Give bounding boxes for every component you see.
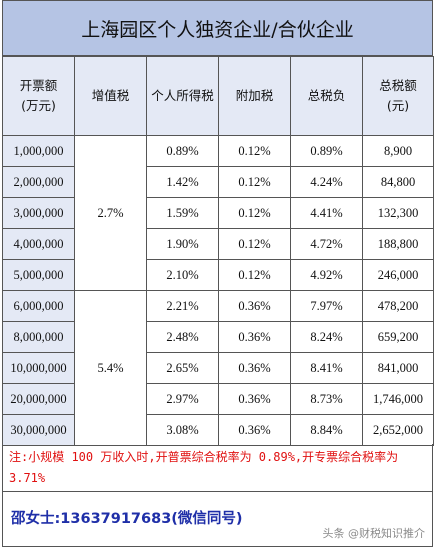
revenue-cell: 6,000,000: [2, 290, 75, 322]
total-tax-cell: 188,800: [362, 228, 434, 260]
total-burden-cell: 8.84%: [290, 414, 363, 446]
header-total-tax: 总税额 (元): [362, 56, 434, 136]
table-row: 1,000,000 2.7% 0.89% 0.12% 0.89% 8,900: [2, 135, 434, 291]
table-title: 上海园区个人独资企业/合伙企业: [2, 0, 433, 56]
total-tax-cell: 659,200: [362, 321, 434, 353]
income-tax-cell: 2.97%: [146, 383, 219, 415]
total-burden-cell: 4.41%: [290, 197, 363, 229]
income-tax-cell: 2.48%: [146, 321, 219, 353]
total-tax-cell: 2,652,000: [362, 414, 434, 446]
total-tax-cell: 841,000: [362, 352, 434, 384]
table-row: 8,000,000 2.48% 0.36% 8.24% 659,200: [2, 321, 434, 353]
total-burden-cell: 8.41%: [290, 352, 363, 384]
surcharge-cell: 0.36%: [218, 321, 291, 353]
total-burden-cell: 4.92%: [290, 259, 363, 291]
table-row: 20,000,000 2.97% 0.36% 8.73% 1,746,000: [2, 383, 434, 415]
revenue-cell: 8,000,000: [2, 321, 75, 353]
table-header-row: 开票额 (万元) 增值税 个人所得税 附加税 总税负 总税额 (元): [2, 56, 434, 136]
surcharge-cell: 0.12%: [218, 228, 291, 260]
table-row: 3,000,000 1.59% 0.12% 4.41% 132,300: [2, 197, 434, 229]
revenue-cell: 4,000,000: [2, 228, 75, 260]
watermark: 头条 @财税知识推介: [323, 525, 426, 541]
income-tax-cell: 2.65%: [146, 352, 219, 384]
vat-group-cell: 2.7%: [74, 135, 147, 291]
table-row: 2,000,000 1.42% 0.12% 4.24% 84,800: [2, 166, 434, 198]
total-burden-cell: 8.24%: [290, 321, 363, 353]
surcharge-cell: 0.12%: [218, 135, 291, 167]
total-burden-cell: 0.89%: [290, 135, 363, 167]
income-tax-cell: 3.08%: [146, 414, 219, 446]
income-tax-cell: 0.89%: [146, 135, 219, 167]
total-burden-cell: 4.24%: [290, 166, 363, 198]
surcharge-cell: 0.36%: [218, 352, 291, 384]
table-row: 6,000,000 5.4% 2.21% 0.36% 7.97% 478,200: [2, 290, 434, 446]
surcharge-cell: 0.12%: [218, 197, 291, 229]
header-revenue: 开票额 (万元): [2, 56, 75, 136]
header-income-tax: 个人所得税: [146, 56, 219, 136]
total-burden-cell: 7.97%: [290, 290, 363, 322]
total-tax-cell: 1,746,000: [362, 383, 434, 415]
table-row: 30,000,000 3.08% 0.36% 8.84% 2,652,000: [2, 414, 434, 446]
revenue-cell: 30,000,000: [2, 414, 75, 446]
revenue-cell: 3,000,000: [2, 197, 75, 229]
income-tax-cell: 1.90%: [146, 228, 219, 260]
surcharge-cell: 0.36%: [218, 290, 291, 322]
income-tax-cell: 2.21%: [146, 290, 219, 322]
income-tax-cell: 1.42%: [146, 166, 219, 198]
income-tax-cell: 1.59%: [146, 197, 219, 229]
surcharge-cell: 0.36%: [218, 383, 291, 415]
revenue-cell: 5,000,000: [2, 259, 75, 291]
table-row: 4,000,000 1.90% 0.12% 4.72% 188,800: [2, 228, 434, 260]
table-row: 10,000,000 2.65% 0.36% 8.41% 841,000: [2, 352, 434, 384]
revenue-cell: 10,000,000: [2, 352, 75, 384]
total-tax-cell: 246,000: [362, 259, 434, 291]
total-tax-cell: 8,900: [362, 135, 434, 167]
income-tax-cell: 2.10%: [146, 259, 219, 291]
footnote: 注:小规模 100 万收入时,开普票综合税率为 0.89%,开专票综合税率为 3…: [2, 444, 433, 492]
tax-rate-table: 开票额 (万元) 增值税 个人所得税 附加税 总税负 总税额 (元) 1,000…: [2, 56, 434, 446]
header-total-burden: 总税负: [290, 56, 363, 136]
vat-group-cell: 5.4%: [74, 290, 147, 446]
revenue-cell: 1,000,000: [2, 135, 75, 167]
revenue-cell: 2,000,000: [2, 166, 75, 198]
surcharge-cell: 0.12%: [218, 259, 291, 291]
surcharge-cell: 0.36%: [218, 414, 291, 446]
revenue-cell: 20,000,000: [2, 383, 75, 415]
total-tax-cell: 132,300: [362, 197, 434, 229]
table-row: 5,000,000 2.10% 0.12% 4.92% 246,000: [2, 259, 434, 291]
total-burden-cell: 4.72%: [290, 228, 363, 260]
total-tax-cell: 478,200: [362, 290, 434, 322]
total-burden-cell: 8.73%: [290, 383, 363, 415]
watermark-text: 头条 @财税知识推介: [322, 527, 426, 540]
header-surcharge: 附加税: [218, 56, 291, 136]
total-tax-cell: 84,800: [362, 166, 434, 198]
header-vat: 增值税: [74, 56, 147, 136]
surcharge-cell: 0.12%: [218, 166, 291, 198]
